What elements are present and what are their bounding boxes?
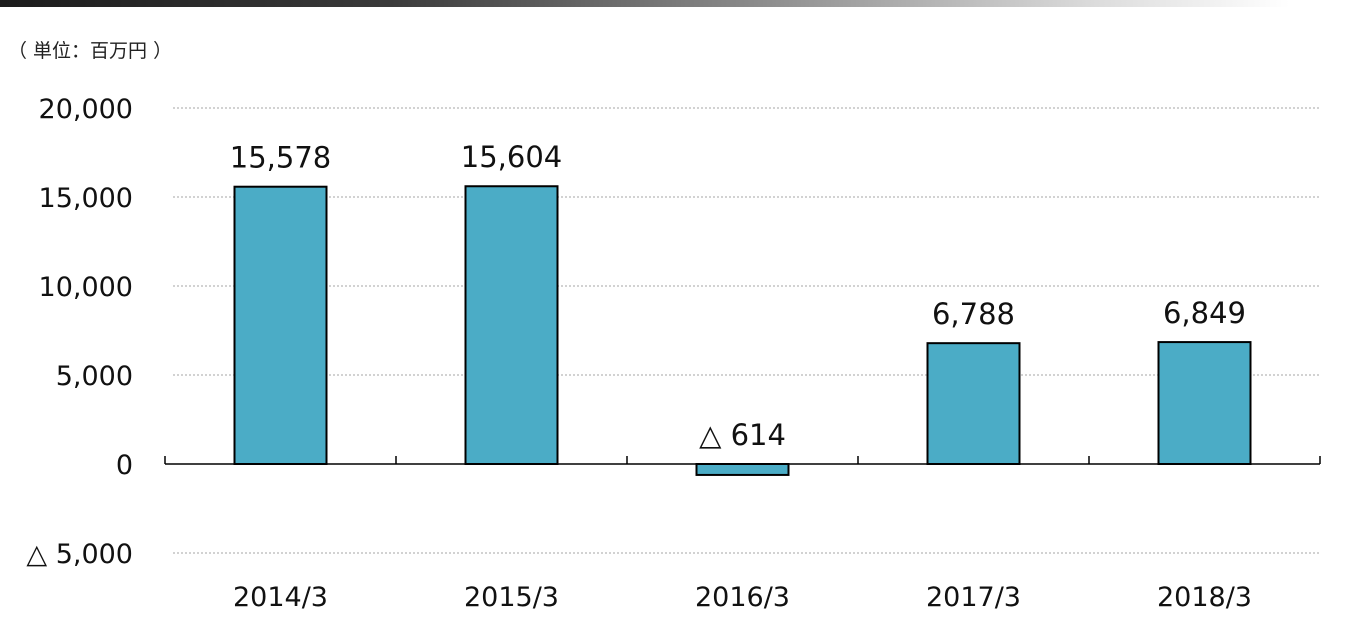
data-label: 15,578 (230, 141, 331, 175)
data-label: 6,788 (932, 297, 1015, 331)
y-axis-tick-labels: 20,000 15,000 10,000 5,000 0 △ 5,000 (26, 94, 133, 570)
y-tick-label: 20,000 (39, 94, 133, 125)
x-axis (164, 456, 1321, 465)
unit-label: （ 単位：百万円 ） (8, 40, 173, 62)
x-category-label: 2015/3 (464, 582, 559, 613)
bar (233, 185, 328, 465)
y-tick-label: 10,000 (39, 272, 133, 303)
bars (233, 185, 1252, 476)
x-category-label: 2014/3 (233, 582, 328, 613)
bar (695, 463, 790, 476)
y-tick-label: 5,000 (56, 361, 133, 392)
bar (464, 185, 559, 465)
data-label: 15,604 (461, 140, 562, 174)
x-category-label: 2016/3 (695, 582, 790, 613)
data-label: 6,849 (1163, 296, 1246, 330)
header-gradient-bar (0, 0, 1290, 7)
y-tick-label: 0 (116, 450, 133, 481)
x-category-label: 2018/3 (1157, 582, 1252, 613)
data-label: △ 614 (699, 418, 786, 452)
data-labels: 15,578 15,604 △ 614 6,788 6,849 (230, 140, 1246, 452)
y-tick-label: △ 5,000 (26, 539, 133, 570)
gridlines (173, 107, 1320, 554)
bar (1157, 341, 1252, 465)
x-axis-category-labels: 2014/3 2015/3 2016/3 2017/3 2018/3 (233, 582, 1252, 613)
bar (926, 342, 1021, 466)
x-category-label: 2017/3 (926, 582, 1021, 613)
y-tick-label: 15,000 (39, 183, 133, 214)
